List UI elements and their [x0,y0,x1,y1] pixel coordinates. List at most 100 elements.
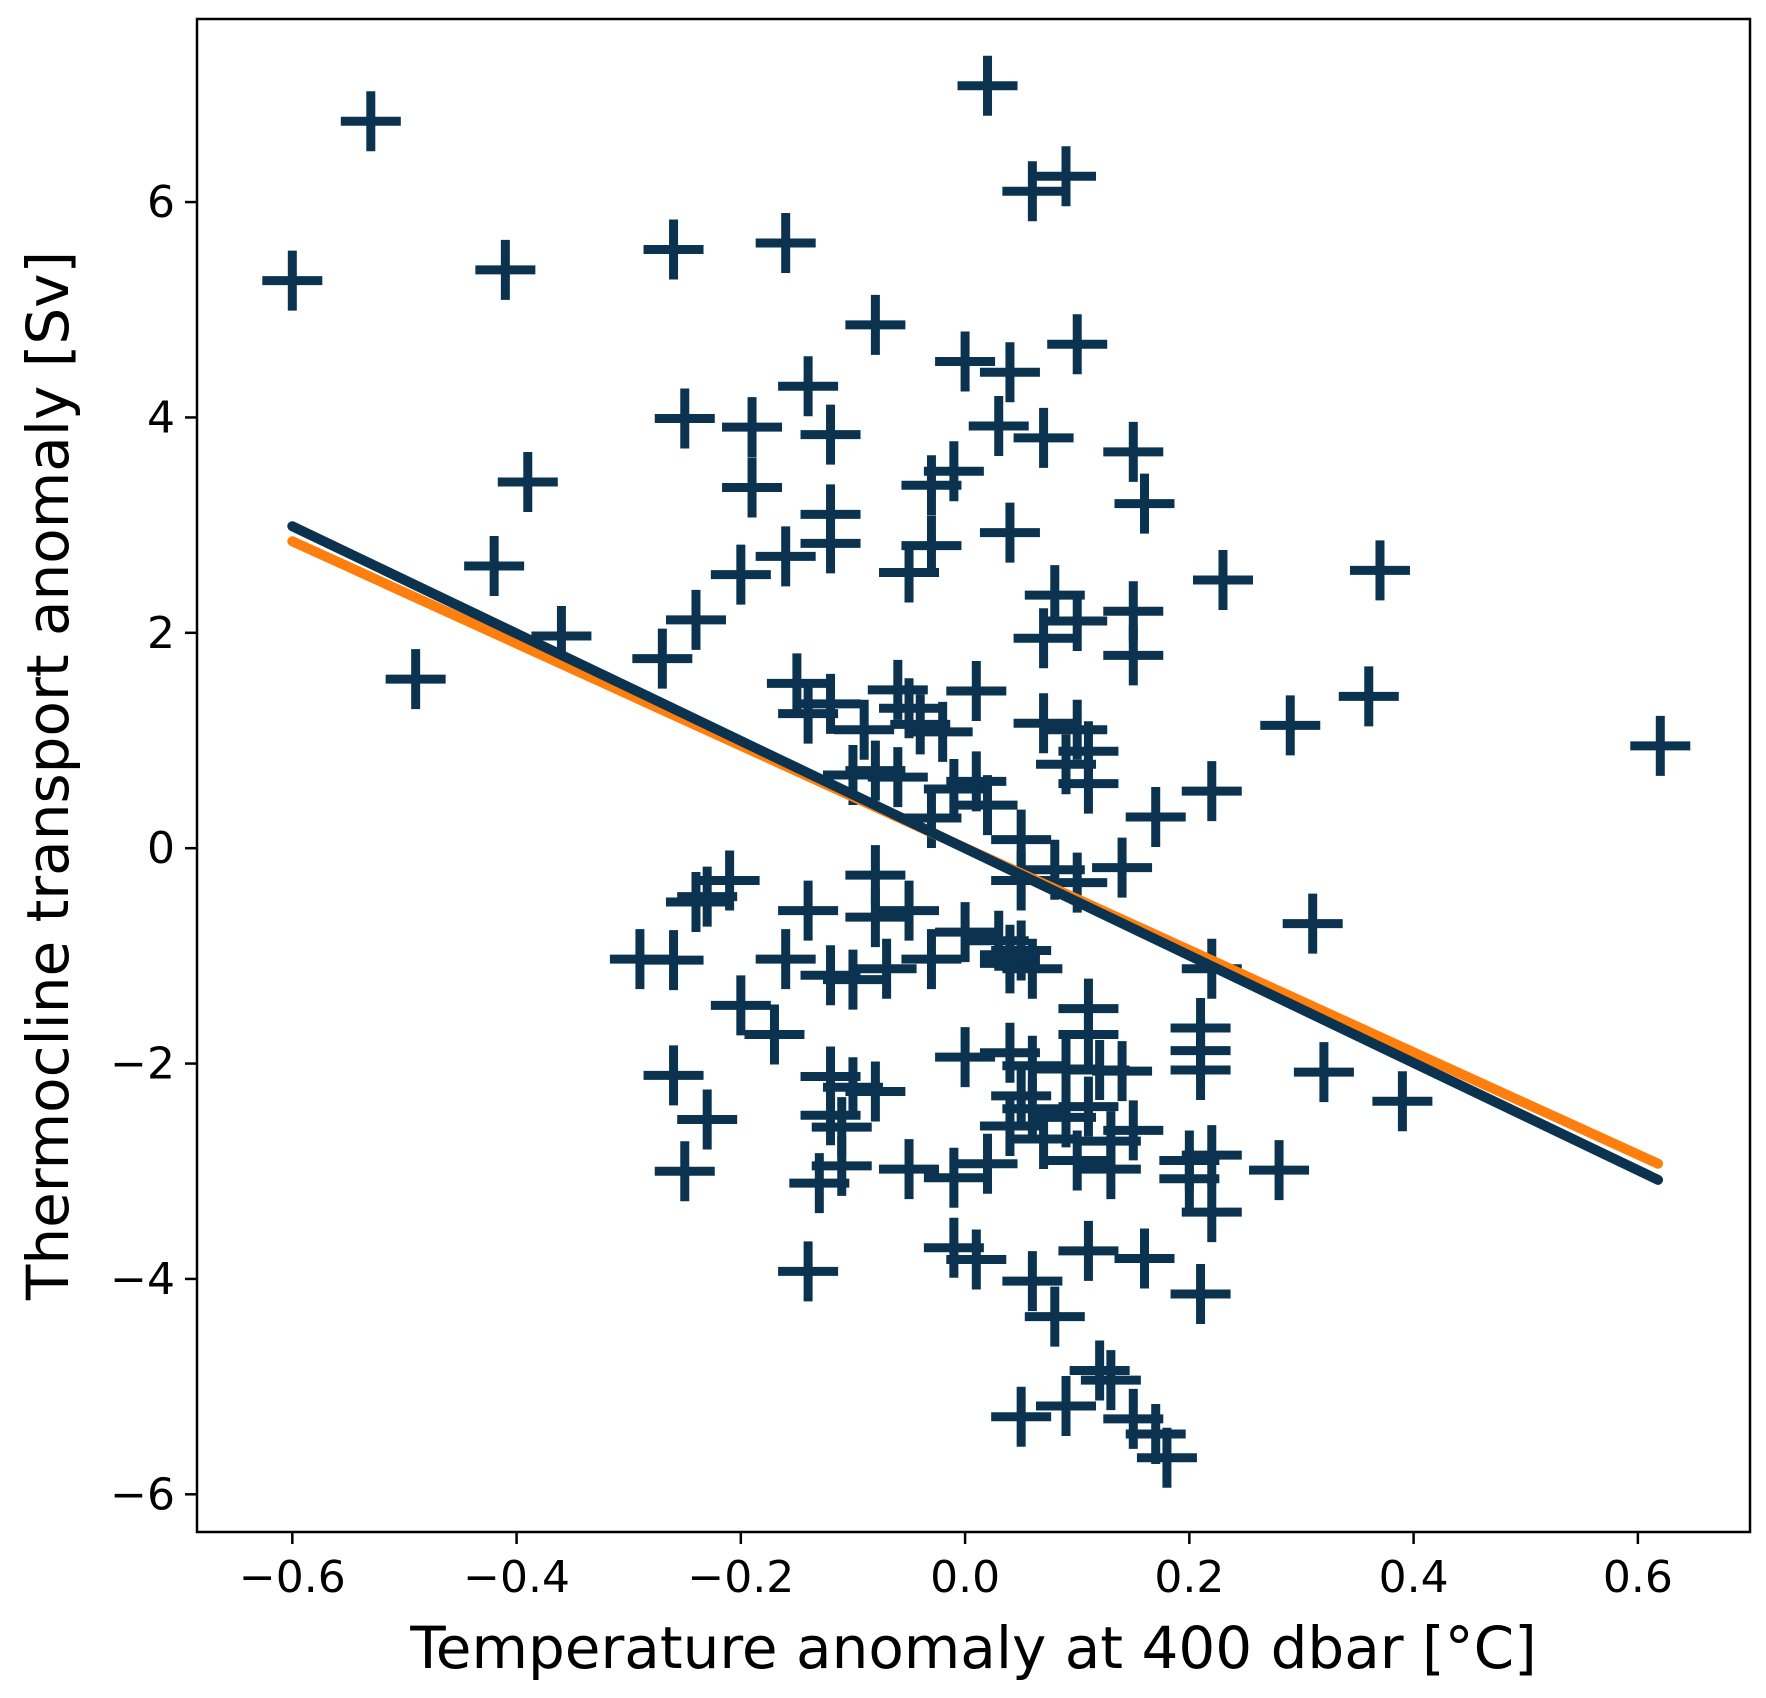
data-point [1282,893,1343,954]
data-point [1181,761,1242,822]
x-tick-label: −0.4 [463,1552,570,1603]
points-layer [262,55,1691,1488]
data-point [755,212,816,273]
data-point [1024,1286,1085,1347]
data-point [699,850,760,911]
x-axis-ticks: −0.6 −0.4 −0.2 0.0 0.2 0.4 0.6 [239,1532,1673,1603]
data-point [1159,1148,1220,1209]
data-point [1002,1251,1063,1312]
data-point [1047,314,1108,375]
data-point [935,902,996,963]
data-point [340,91,401,152]
data-point [856,938,917,999]
data-point [1013,407,1074,468]
y-axis-ticks: −6 −4 −2 0 2 4 6 [110,177,197,1520]
data-point [1249,1140,1310,1201]
x-tick-label: −0.2 [687,1552,794,1603]
data-point [1136,1427,1197,1488]
data-point [991,1386,1052,1447]
data-point [1002,161,1063,222]
data-point [755,526,816,587]
data-point [1293,1042,1354,1103]
data-point [957,775,1018,836]
data-point [1047,1130,1108,1191]
y-axis-label: Thermocline transport anomaly [Sv] [14,251,82,1301]
data-point [1114,1228,1175,1289]
y-tick-label: 6 [147,177,175,228]
data-point [755,929,816,990]
data-point [262,250,323,311]
x-tick-label: 0.6 [1603,1552,1673,1603]
data-point [1047,590,1108,651]
data-point [1103,421,1164,482]
data-point [800,673,861,734]
data-point [845,1061,906,1122]
x-tick-label: 0.0 [930,1552,1000,1603]
data-point [1170,1264,1231,1325]
data-point [710,544,771,605]
y-tick-label: 0 [147,823,175,874]
data-point [935,331,996,392]
data-point [1013,1108,1074,1169]
y-tick-label: 2 [147,608,175,659]
data-point [643,219,704,280]
y-tick-label: −2 [110,1039,175,1090]
data-point [901,929,962,990]
data-point [822,949,883,1010]
data-point [665,589,726,650]
data-point [1349,540,1410,601]
data-point [923,1147,984,1208]
data-point [1058,1076,1119,1137]
data-point [912,701,973,762]
data-point [632,628,693,689]
data-point [1114,473,1175,534]
data-point [800,513,861,574]
data-point [744,1004,805,1065]
data-point [497,452,558,513]
data-point [1069,1340,1130,1401]
data-point [800,1085,861,1146]
data-point [1036,146,1097,207]
data-point [677,1089,738,1150]
x-tick-label: −0.6 [239,1552,346,1603]
data-point [1192,550,1253,611]
data-point [1260,695,1321,756]
data-point [722,397,783,458]
fit-lines-layer [287,521,1664,1185]
data-point [1181,1182,1242,1243]
data-point [800,404,861,465]
data-point [1013,608,1074,669]
data-point [665,872,726,933]
data-point [1338,666,1399,727]
data-point [464,536,525,597]
data-point [968,396,1029,457]
regression-line [287,521,1664,1185]
plot-frame [195,17,1752,1534]
data-point [1372,1071,1433,1132]
data-point [879,1139,940,1200]
data-point [1036,734,1097,795]
data-point [710,975,771,1036]
data-point [643,930,704,991]
x-tick-label: 0.2 [1154,1552,1224,1603]
data-point [957,55,1018,116]
data-point [811,1135,872,1196]
data-point [722,457,783,518]
data-point [845,294,906,355]
data-point [643,1045,704,1106]
x-axis-label: Temperature anomaly at 400 dbar [°C] [409,1614,1537,1682]
data-point [946,660,1007,721]
data-point [1170,1040,1231,1101]
data-point [879,542,940,603]
data-point [1125,786,1186,847]
data-point [1013,693,1074,754]
data-point [1036,1376,1097,1437]
y-tick-label: 4 [147,392,175,443]
y-tick-label: −4 [110,1254,175,1305]
data-point [946,1229,1007,1290]
data-point [991,1065,1052,1126]
data-point [1630,715,1691,776]
data-point [845,887,906,948]
data-point [1103,625,1164,686]
